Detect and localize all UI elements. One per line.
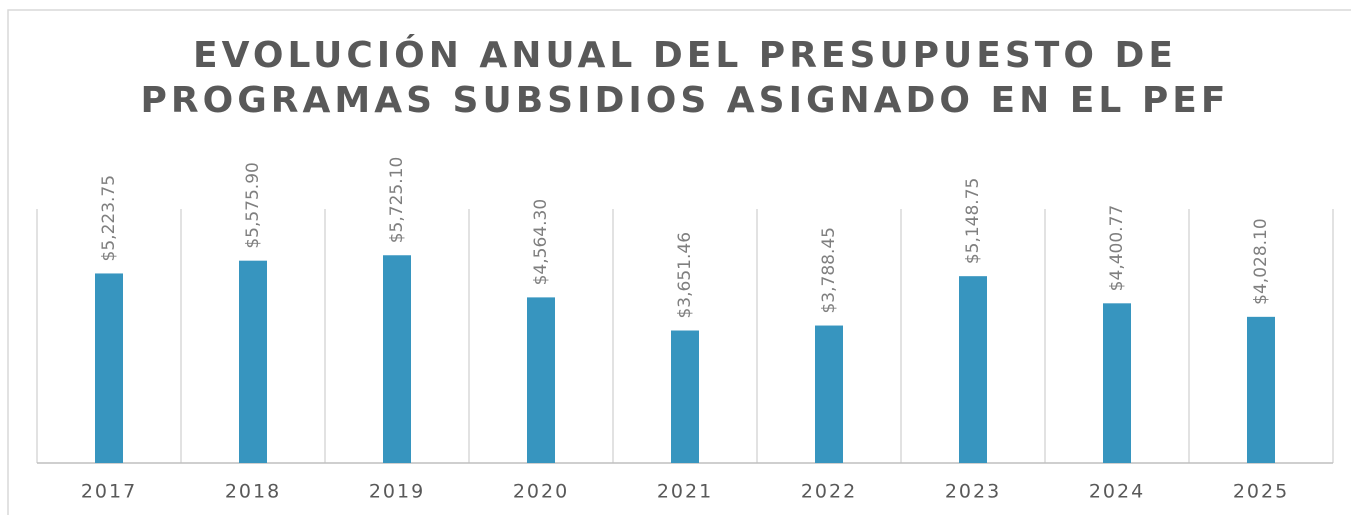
x-tick-label: 2017 bbox=[81, 481, 137, 503]
bar bbox=[815, 325, 843, 463]
x-tick-label: 2019 bbox=[369, 481, 425, 503]
bar bbox=[239, 260, 267, 463]
x-tick-label: 2025 bbox=[1233, 481, 1289, 503]
data-label: $3,788.45 bbox=[819, 227, 839, 314]
x-tick-label: 2021 bbox=[657, 481, 713, 503]
x-tick-label: 2022 bbox=[801, 481, 857, 503]
data-label: $5,148.75 bbox=[963, 178, 983, 265]
bar bbox=[95, 273, 123, 463]
bar bbox=[1247, 316, 1275, 463]
data-label: $5,575.90 bbox=[243, 162, 263, 249]
data-label: $5,725.10 bbox=[387, 157, 407, 244]
chart-title: PROGRAMAS SUBSIDIOS ASIGNADO EN EL PEF bbox=[141, 80, 1230, 121]
bar bbox=[383, 255, 411, 463]
data-label: $5,223.75 bbox=[99, 175, 119, 262]
x-tick-label: 2020 bbox=[513, 481, 569, 503]
data-label: $4,400.77 bbox=[1107, 205, 1127, 292]
x-tick-label: 2018 bbox=[225, 481, 281, 503]
x-tick-label: 2023 bbox=[945, 481, 1001, 503]
bar bbox=[671, 330, 699, 463]
chart-title: EVOLUCIÓN ANUAL DEL PRESUPUESTO DE bbox=[193, 34, 1177, 76]
bar bbox=[527, 297, 555, 463]
chart-frame bbox=[7, 9, 1351, 515]
data-label: $4,028.10 bbox=[1251, 218, 1271, 305]
bar bbox=[1103, 303, 1131, 463]
data-label: $4,564.30 bbox=[531, 199, 551, 286]
x-tick-label: 2024 bbox=[1089, 481, 1145, 503]
data-label: $3,651.46 bbox=[675, 232, 695, 319]
bar bbox=[959, 276, 987, 463]
